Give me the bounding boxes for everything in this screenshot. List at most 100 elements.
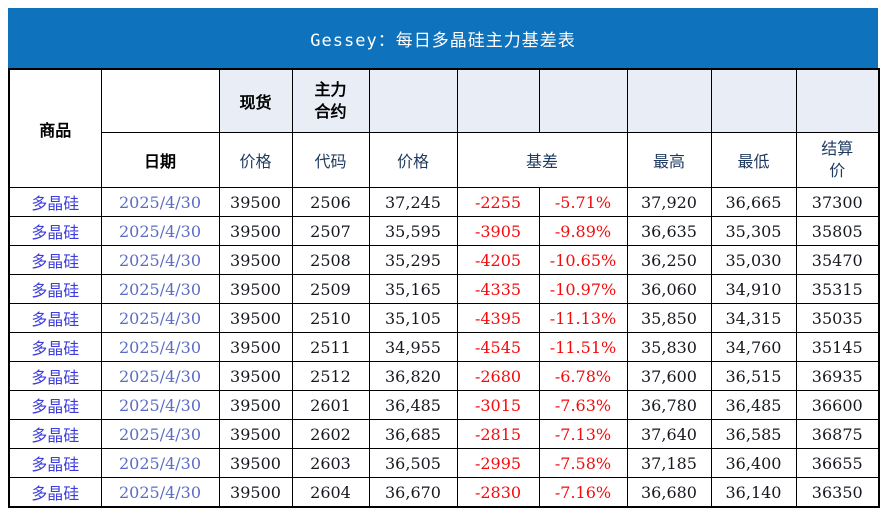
cell-contract_price: 35,295	[368, 245, 458, 275]
cell-basis_pct: -7.13%	[538, 419, 628, 449]
cell-low: 36,400	[710, 448, 797, 478]
cell-contract_price: 35,595	[368, 216, 458, 246]
cell-high: 37,640	[626, 419, 712, 449]
cell-basis_pct: -11.51%	[538, 332, 628, 362]
cell-date: 2025/4/30	[100, 274, 220, 304]
cell-basis_pct: -10.65%	[538, 245, 628, 275]
cell-settlement: 36350	[795, 477, 880, 508]
header-fill-4	[626, 68, 712, 133]
cell-commodity: 多晶硅	[8, 361, 102, 391]
cell-basis_value: -4545	[456, 332, 540, 362]
cell-settlement: 36935	[795, 361, 880, 391]
cell-basis_value: -2830	[456, 477, 540, 508]
cell-low: 34,760	[710, 332, 797, 362]
cell-contract_code: 2507	[291, 216, 370, 246]
cell-date: 2025/4/30	[100, 187, 220, 217]
cell-date: 2025/4/30	[100, 245, 220, 275]
cell-basis_value: -2255	[456, 187, 540, 217]
cell-date: 2025/4/30	[100, 303, 220, 333]
page-title: Gessey：每日多晶硅主力基差表	[310, 30, 576, 51]
cell-contract_code: 2601	[291, 390, 370, 420]
header-high: 最高	[626, 132, 712, 188]
cell-contract_code: 2604	[291, 477, 370, 508]
table-row: 多晶硅 2025/4/30 39500 2603 36,505 -2995 -7.58% 37…	[8, 448, 880, 478]
cell-spot_price: 39500	[218, 187, 293, 217]
cell-low: 35,305	[710, 216, 797, 246]
cell-spot_price: 39500	[218, 303, 293, 333]
cell-high: 37,920	[626, 187, 712, 217]
cell-date: 2025/4/30	[100, 419, 220, 449]
cell-basis_value: -4395	[456, 303, 540, 333]
cell-commodity: 多晶硅	[8, 332, 102, 362]
header-spot-group: 现货	[218, 68, 293, 133]
title-bar: Gessey：每日多晶硅主力基差表	[8, 8, 878, 68]
cell-high: 35,830	[626, 332, 712, 362]
cell-commodity: 多晶硅	[8, 419, 102, 449]
cell-commodity: 多晶硅	[8, 390, 102, 420]
cell-settlement: 36600	[795, 390, 880, 420]
table-row: 多晶硅 2025/4/30 39500 2510 35,105 -4395 -11.13% 3…	[8, 303, 880, 333]
cell-commodity: 多晶硅	[8, 216, 102, 246]
cell-basis_pct: -6.78%	[538, 361, 628, 391]
basis-table: 商品 现货 主力合约 日期 价格 代码 价格 基差 最高 最低 结算价	[8, 68, 880, 508]
cell-settlement: 37300	[795, 187, 880, 217]
cell-contract_code: 2511	[291, 332, 370, 362]
cell-basis_value: -2680	[456, 361, 540, 391]
cell-settlement: 35145	[795, 332, 880, 362]
table-row: 多晶硅 2025/4/30 39500 2511 34,955 -4545 -11.51% 3…	[8, 332, 880, 362]
header-contract-code: 代码	[291, 132, 370, 188]
cell-high: 36,635	[626, 216, 712, 246]
cell-settlement: 35470	[795, 245, 880, 275]
header-basis: 基差	[456, 132, 628, 188]
cell-low: 36,485	[710, 390, 797, 420]
cell-contract_price: 34,955	[368, 332, 458, 362]
table-row: 多晶硅 2025/4/30 39500 2602 36,685 -2815 -7.13% 37…	[8, 419, 880, 449]
cell-contract_price: 35,105	[368, 303, 458, 333]
cell-contract_code: 2512	[291, 361, 370, 391]
cell-commodity: 多晶硅	[8, 448, 102, 478]
header-settlement: 结算价	[795, 132, 880, 188]
table-row: 多晶硅 2025/4/30 39500 2601 36,485 -3015 -7.63% 36…	[8, 390, 880, 420]
cell-commodity: 多晶硅	[8, 187, 102, 217]
table-row: 多晶硅 2025/4/30 39500 2508 35,295 -4205 -10.65% 3…	[8, 245, 880, 275]
table-row: 多晶硅 2025/4/30 39500 2506 37,245 -2255 -5.71% 37…	[8, 187, 880, 217]
header-contract-price: 价格	[368, 132, 458, 188]
header-commodity: 商品	[8, 68, 102, 188]
cell-settlement: 35035	[795, 303, 880, 333]
cell-basis_pct: -9.89%	[538, 216, 628, 246]
header-date: 日期	[100, 132, 220, 188]
cell-contract_code: 2603	[291, 448, 370, 478]
header-fill-3	[538, 68, 628, 133]
cell-date: 2025/4/30	[100, 448, 220, 478]
header-fill-6	[795, 68, 880, 133]
cell-basis_value: -4335	[456, 274, 540, 304]
cell-basis_value: -2815	[456, 419, 540, 449]
cell-date: 2025/4/30	[100, 477, 220, 508]
cell-basis_pct: -10.97%	[538, 274, 628, 304]
header-main-contract-group: 主力合约	[291, 68, 370, 133]
cell-date: 2025/4/30	[100, 332, 220, 362]
cell-contract_price: 36,670	[368, 477, 458, 508]
cell-basis_value: -4205	[456, 245, 540, 275]
cell-low: 35,030	[710, 245, 797, 275]
cell-low: 36,140	[710, 477, 797, 508]
table-row: 多晶硅 2025/4/30 39500 2604 36,670 -2830 -7.16% 36…	[8, 477, 880, 508]
cell-high: 36,060	[626, 274, 712, 304]
cell-high: 35,850	[626, 303, 712, 333]
cell-commodity: 多晶硅	[8, 477, 102, 508]
header-fill-5	[710, 68, 797, 133]
cell-low: 34,910	[710, 274, 797, 304]
cell-basis_value: -2995	[456, 448, 540, 478]
cell-contract_price: 36,505	[368, 448, 458, 478]
cell-high: 37,600	[626, 361, 712, 391]
cell-contract_code: 2509	[291, 274, 370, 304]
header-fill-2	[456, 68, 540, 133]
cell-contract_code: 2510	[291, 303, 370, 333]
cell-contract_price: 35,165	[368, 274, 458, 304]
cell-low: 34,315	[710, 303, 797, 333]
cell-contract_price: 36,820	[368, 361, 458, 391]
cell-basis_pct: -11.13%	[538, 303, 628, 333]
cell-spot_price: 39500	[218, 361, 293, 391]
cell-contract_price: 37,245	[368, 187, 458, 217]
